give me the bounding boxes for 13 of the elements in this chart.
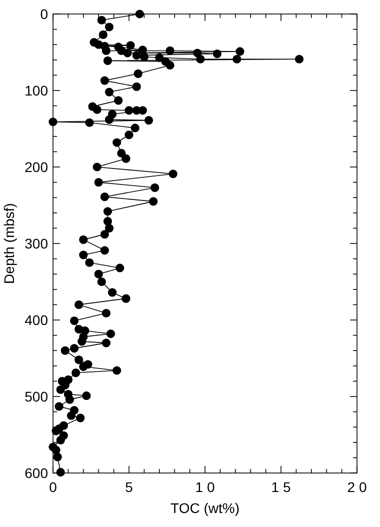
y-tick-label: 200: [24, 158, 48, 175]
x-tick-label: 5: [125, 479, 134, 495]
y-tick-label: 100: [24, 82, 48, 98]
x-tick-label: 1 0: [195, 479, 215, 495]
y-tick-label: 0: [40, 6, 48, 22]
y-tick-label: 600: [24, 464, 48, 481]
y-tick-label: 500: [24, 388, 48, 404]
x-axis-title: TOC (wt%): [170, 500, 240, 516]
y-axis-title: Depth (mbsf): [1, 203, 17, 284]
y-tick-label: 400: [24, 312, 48, 328]
x-tick-label: 1 5: [271, 479, 291, 495]
y-tick-label: 300: [24, 235, 48, 252]
x-tick-label: 2 0: [347, 479, 367, 495]
